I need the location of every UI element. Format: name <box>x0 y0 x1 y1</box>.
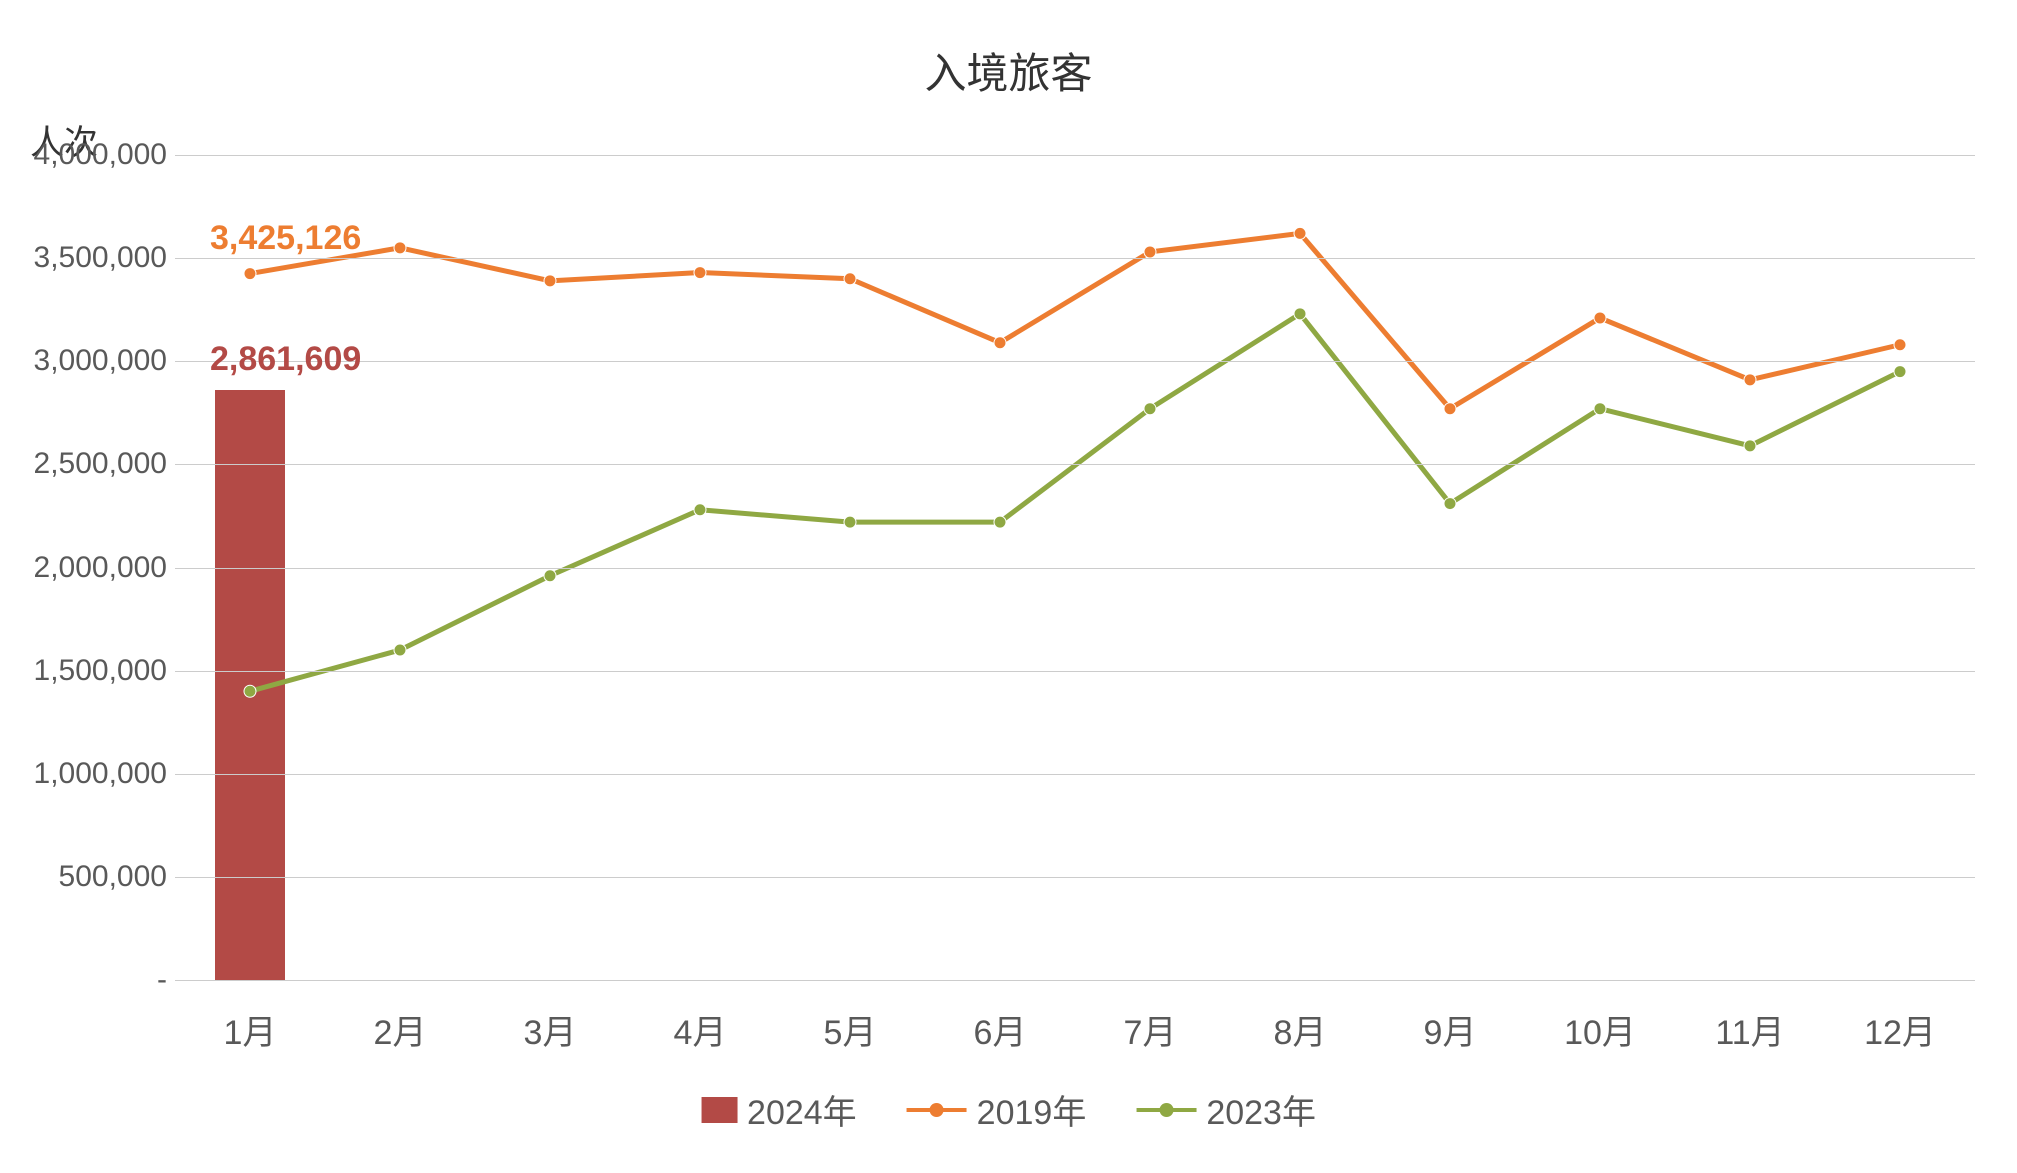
gridline <box>175 361 1975 362</box>
y-tick-label: 1,000,000 <box>7 757 167 791</box>
y-tick-label: 2,500,000 <box>7 447 167 481</box>
gridline <box>175 464 1975 465</box>
x-tick-label: 11月 <box>1715 1005 1784 1054</box>
marker-2023 <box>544 570 556 582</box>
y-tick-label: 500,000 <box>7 860 167 894</box>
marker-2019 <box>1894 339 1906 351</box>
y-tick-label: 3,500,000 <box>7 241 167 275</box>
marker-2023 <box>394 644 406 656</box>
chart-container: 入境旅客 人次 2024年2019年2023年 <box>0 0 2017 1173</box>
x-tick-label: 10月 <box>1564 1005 1636 1054</box>
plot-area <box>175 155 1975 980</box>
marker-2023 <box>1744 440 1756 452</box>
x-tick-label: 3月 <box>524 1005 577 1054</box>
line-2023 <box>250 314 1900 691</box>
gridline <box>175 671 1975 672</box>
legend-label: 2023年 <box>1206 1085 1316 1134</box>
marker-2023 <box>1894 366 1906 378</box>
gridline <box>175 980 1975 981</box>
legend-swatch-bar <box>701 1097 737 1123</box>
marker-2019 <box>1294 227 1306 239</box>
legend-item: 2024年 <box>701 1085 857 1134</box>
marker-2019 <box>544 275 556 287</box>
y-tick-label: 3,000,000 <box>7 344 167 378</box>
legend-swatch-line <box>1136 1108 1196 1112</box>
legend-item: 2023年 <box>1136 1085 1316 1134</box>
marker-2023 <box>1444 498 1456 510</box>
data-label: 2,861,609 <box>210 340 361 379</box>
legend-item: 2019年 <box>907 1085 1087 1134</box>
gridline <box>175 258 1975 259</box>
marker-2023 <box>994 516 1006 528</box>
y-tick-label: 1,500,000 <box>7 654 167 688</box>
marker-2019 <box>1594 312 1606 324</box>
x-tick-label: 2月 <box>374 1005 427 1054</box>
line-2019 <box>250 233 1900 408</box>
gridline <box>175 774 1975 775</box>
marker-2023 <box>1144 403 1156 415</box>
marker-2019 <box>394 242 406 254</box>
x-tick-label: 9月 <box>1424 1005 1477 1054</box>
marker-2019 <box>1744 374 1756 386</box>
marker-2019 <box>994 337 1006 349</box>
legend-swatch-line <box>907 1108 967 1112</box>
marker-2019 <box>244 268 256 280</box>
marker-2023 <box>1294 308 1306 320</box>
x-tick-label: 6月 <box>974 1005 1027 1054</box>
marker-2019 <box>1444 403 1456 415</box>
x-tick-label: 12月 <box>1864 1005 1936 1054</box>
y-tick-label: 4,000,000 <box>7 138 167 172</box>
marker-2023 <box>694 504 706 516</box>
x-tick-label: 8月 <box>1274 1005 1327 1054</box>
data-label: 3,425,126 <box>210 219 361 258</box>
marker-2023 <box>244 685 256 697</box>
chart-title: 入境旅客 <box>924 40 1092 101</box>
x-tick-label: 4月 <box>674 1005 727 1054</box>
y-tick-label: - <box>7 963 167 997</box>
gridline <box>175 155 1975 156</box>
marker-2019 <box>1144 246 1156 258</box>
marker-2019 <box>694 267 706 279</box>
legend-label: 2019年 <box>977 1085 1087 1134</box>
marker-2023 <box>844 516 856 528</box>
marker-2019 <box>844 273 856 285</box>
legend: 2024年 2019年 2023年 <box>701 1085 1316 1134</box>
gridline <box>175 568 1975 569</box>
legend-label: 2024年 <box>747 1085 857 1134</box>
gridline <box>175 877 1975 878</box>
x-tick-label: 1月 <box>224 1005 277 1054</box>
x-tick-label: 5月 <box>824 1005 877 1054</box>
y-tick-label: 2,000,000 <box>7 551 167 585</box>
marker-2023 <box>1594 403 1606 415</box>
x-tick-label: 7月 <box>1124 1005 1177 1054</box>
